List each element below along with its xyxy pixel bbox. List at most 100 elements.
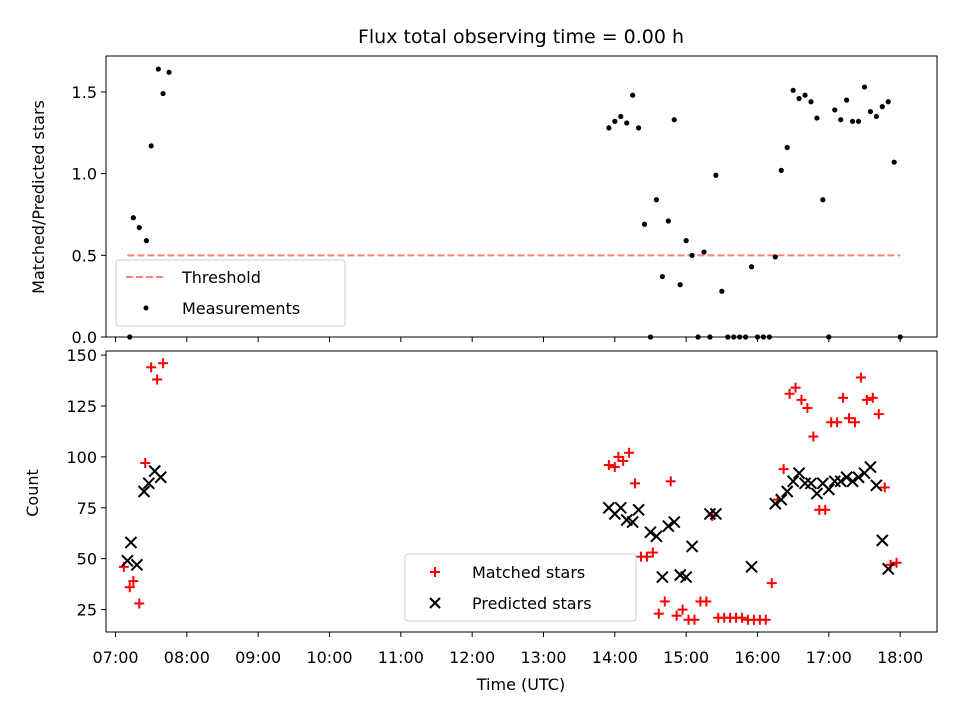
x-tick-label: 12:00 <box>449 648 495 667</box>
predicted-star-point <box>810 487 824 500</box>
predicted-star-point <box>644 526 657 539</box>
predicted-star-point <box>137 485 151 498</box>
matched-star-point <box>790 382 801 393</box>
predicted-star-point <box>882 562 895 576</box>
matched-star-point <box>128 576 139 587</box>
measurement-point <box>143 238 150 244</box>
measurement-point <box>820 197 826 203</box>
matched-star-point <box>778 464 789 475</box>
ratio-y-tick-label: 1.0 <box>72 165 97 184</box>
measurement-point <box>701 249 707 255</box>
predicted-star-point <box>662 519 675 533</box>
legend-predicted-swatch <box>429 597 441 609</box>
count-legend-box <box>404 553 637 622</box>
measurement-point <box>130 215 136 221</box>
matched-star-point <box>838 392 849 403</box>
count-y-tick-label: 125 <box>66 397 97 416</box>
predicted-star-point <box>668 515 681 529</box>
predicted-star-point <box>852 471 865 484</box>
matched-star-point <box>618 455 629 466</box>
predicted-star-point <box>775 493 788 506</box>
matched-star-point <box>134 598 145 609</box>
x-tick-label: 17:00 <box>806 648 852 667</box>
x-tick-label: 08:00 <box>164 648 210 667</box>
x-tick-label: 16:00 <box>734 648 780 667</box>
measurement-point <box>713 172 719 178</box>
count-y-ticks: 25 50 75 100 125 150 <box>66 346 106 620</box>
x-tick-label: 07:00 <box>92 648 138 667</box>
matched-star-point <box>879 482 890 493</box>
measurement-point <box>790 87 796 93</box>
measurement-point <box>148 143 154 149</box>
matched-star-point <box>820 504 831 515</box>
predicted-star-point <box>804 477 818 490</box>
matched-star-point <box>861 394 872 405</box>
matched-star-point <box>766 578 777 589</box>
matched-star-point <box>653 608 664 619</box>
measurement-point <box>855 118 862 124</box>
measurement-point <box>612 118 618 124</box>
x-tick-label: 15:00 <box>663 648 709 667</box>
count-panel: 25 50 75 100 125 150 07:00 08:00 09:00 10:00 11:0… <box>23 346 938 694</box>
measurement-point <box>155 66 161 72</box>
measurement-point <box>814 115 820 121</box>
measurement-point <box>808 99 814 105</box>
measurement-point <box>748 264 755 270</box>
matched-star-point <box>665 476 676 487</box>
matched-star-point <box>146 362 157 373</box>
measurement-point <box>772 254 778 260</box>
predicted-star-point <box>780 485 794 498</box>
legend-threshold-label: Threshold <box>181 268 261 287</box>
x-tick-label: 10:00 <box>306 648 352 667</box>
predicted-star-point <box>130 558 144 572</box>
measurement-point <box>630 92 636 98</box>
predicted-star-point <box>822 483 836 496</box>
matched-star-point <box>808 431 819 442</box>
predicted-star-point <box>846 475 859 488</box>
count-y-tick-label: 100 <box>66 448 97 467</box>
figure-title: Flux total observing time = 0.00 h <box>358 26 684 48</box>
x-tick-label: 18:00 <box>877 648 923 667</box>
measurement-point <box>832 107 838 113</box>
predicted-star-point <box>679 570 693 584</box>
measurement-point <box>653 197 660 203</box>
predicted-star-point <box>142 477 156 490</box>
x-tick-label: 14:00 <box>592 648 638 667</box>
matched-star-point <box>796 394 807 405</box>
predicted-star-point <box>685 540 699 553</box>
matched-star-point <box>124 582 135 593</box>
count-y-tick-label: 75 <box>77 499 97 518</box>
measurement-point <box>166 69 172 75</box>
measurement-point <box>665 218 671 224</box>
measurement-point <box>796 95 802 102</box>
matched-star-point <box>630 478 641 489</box>
legend-measurements-swatch <box>143 305 149 311</box>
matched-star-point <box>677 604 688 615</box>
measurement-point <box>861 84 868 90</box>
ratio-y-tick-label: 0.5 <box>72 246 97 265</box>
predicted-star-point <box>745 560 758 574</box>
measurement-point <box>136 224 142 231</box>
matched-star-point <box>609 462 620 473</box>
ratio-panel: 0.0 0.5 1.0 1.5 Matched/Predicted stars Thr… <box>29 55 938 347</box>
matched-star-point <box>603 460 614 471</box>
ratio-y-tick-label: 1.5 <box>72 83 97 102</box>
matched-star-point <box>158 358 169 369</box>
matched-star-point <box>659 596 670 607</box>
measurement-point <box>844 97 850 103</box>
predicted-star-point <box>786 475 800 488</box>
predicted-star-point <box>124 536 138 549</box>
predicted-star-point <box>154 471 167 484</box>
matched-star-point <box>891 557 902 568</box>
measurement-point <box>671 117 677 123</box>
count-plot-marks <box>118 358 902 625</box>
measurement-point <box>885 99 891 105</box>
matched-star-point <box>784 388 795 399</box>
x-tick-label: 09:00 <box>235 648 281 667</box>
matched-star-point <box>737 612 748 623</box>
measurement-point <box>802 92 808 98</box>
measurement-point <box>867 108 874 115</box>
predicted-star-point <box>876 534 889 547</box>
predicted-star-point <box>632 503 645 517</box>
